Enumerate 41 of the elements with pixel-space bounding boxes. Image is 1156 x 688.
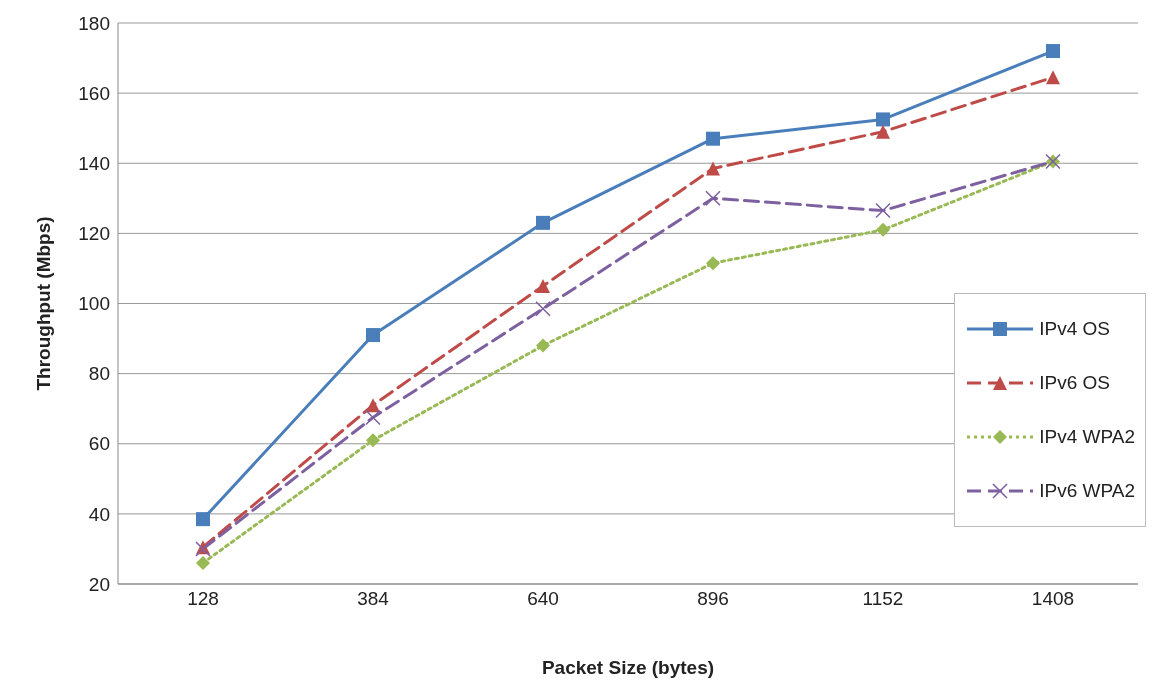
point <box>196 555 210 570</box>
x-axis-title: Packet Size (bytes) <box>541 657 715 678</box>
x-tick-label: 640 <box>527 588 559 610</box>
y-tick-label: 180 <box>78 12 110 34</box>
point <box>876 124 890 139</box>
x-tick-label: 384 <box>357 588 390 610</box>
y-axis-title: Throughput (Mbps) <box>32 216 54 391</box>
point <box>365 409 381 426</box>
point <box>875 202 891 219</box>
y-tick-label: 160 <box>78 82 110 104</box>
point <box>366 398 380 413</box>
point <box>876 112 890 127</box>
y-tick-label: 20 <box>88 573 110 595</box>
point <box>706 161 720 176</box>
y-tick-label: 80 <box>88 363 110 385</box>
point <box>366 433 380 448</box>
point <box>705 190 721 207</box>
x-tick-label: 1152 <box>862 588 904 610</box>
legend-label: IPv6 WPA2 <box>1039 480 1135 502</box>
point <box>196 512 210 527</box>
legend-label: IPv4 OS <box>1039 318 1111 340</box>
point <box>706 256 720 271</box>
legend-label: IPv6 OS <box>1039 372 1111 394</box>
point <box>706 131 720 146</box>
point <box>536 338 550 353</box>
point <box>536 215 550 230</box>
y-tick-label: 140 <box>78 152 110 174</box>
point <box>366 328 380 343</box>
x-tick-label: 128 <box>187 588 219 610</box>
y-tick-label: 100 <box>78 293 110 315</box>
point <box>1046 70 1060 85</box>
legend-label: IPv4 WPA2 <box>1039 426 1135 448</box>
point <box>536 278 550 293</box>
x-tick-label: 896 <box>697 588 729 610</box>
y-tick-label: 40 <box>88 503 110 525</box>
y-tick-label: 120 <box>78 223 110 245</box>
y-tick-label: 60 <box>88 433 110 455</box>
point <box>535 301 551 317</box>
point <box>876 222 890 237</box>
x-tick-label: 1408 <box>1031 588 1075 610</box>
point <box>1046 44 1060 59</box>
